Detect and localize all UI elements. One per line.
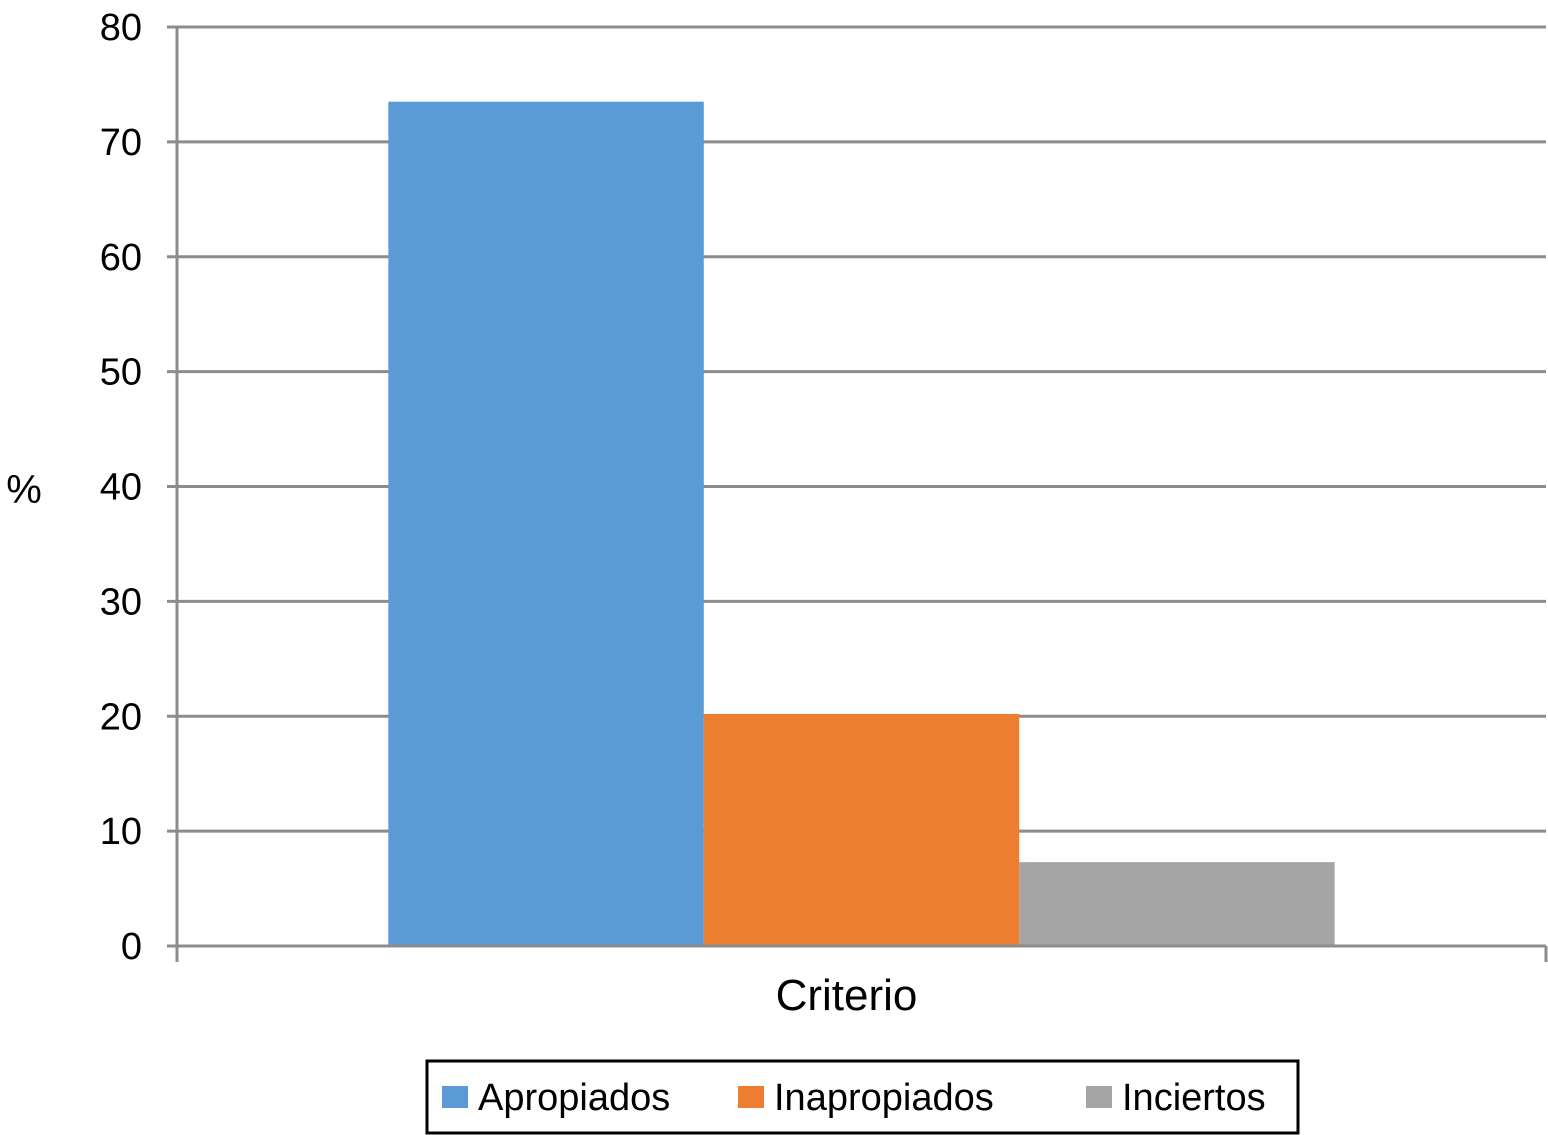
y-tick-label: 70 — [100, 122, 142, 164]
category-label: Criterio — [776, 971, 918, 1020]
y-tick-label: 20 — [100, 696, 142, 738]
legend-label-inapropiados: Inapropiados — [774, 1077, 994, 1119]
y-tick-label: 80 — [100, 7, 142, 49]
legend-label-inciertos: Inciertos — [1122, 1077, 1266, 1119]
legend-label-apropiados: Apropiados — [478, 1077, 670, 1119]
legend: Apropiados Inapropiados Inciertos — [425, 1059, 1300, 1135]
y-tick-label: 60 — [100, 237, 142, 279]
x-axis-ticks — [175, 946, 1548, 962]
y-tick-label: 50 — [100, 352, 142, 394]
legend-swatch-apropiados — [442, 1086, 468, 1108]
bars — [388, 101, 1335, 946]
y-axis-label: % — [6, 468, 42, 512]
bar-inapropiados — [703, 713, 1020, 946]
bar-inciertos — [1019, 862, 1335, 946]
y-tick-label: 40 — [100, 467, 142, 509]
legend-swatch-inciertos — [1086, 1086, 1112, 1108]
gridlines — [177, 25, 1546, 833]
y-axis-ticks: 0 10 20 30 40 50 60 70 80 — [100, 7, 177, 968]
bar-apropiados — [388, 101, 704, 946]
legend-swatch-inapropiados — [738, 1086, 764, 1108]
legend-box — [425, 1059, 1300, 1135]
y-tick-label: 0 — [121, 926, 142, 968]
y-tick-label: 30 — [100, 581, 142, 623]
y-tick-label: 10 — [100, 811, 142, 853]
